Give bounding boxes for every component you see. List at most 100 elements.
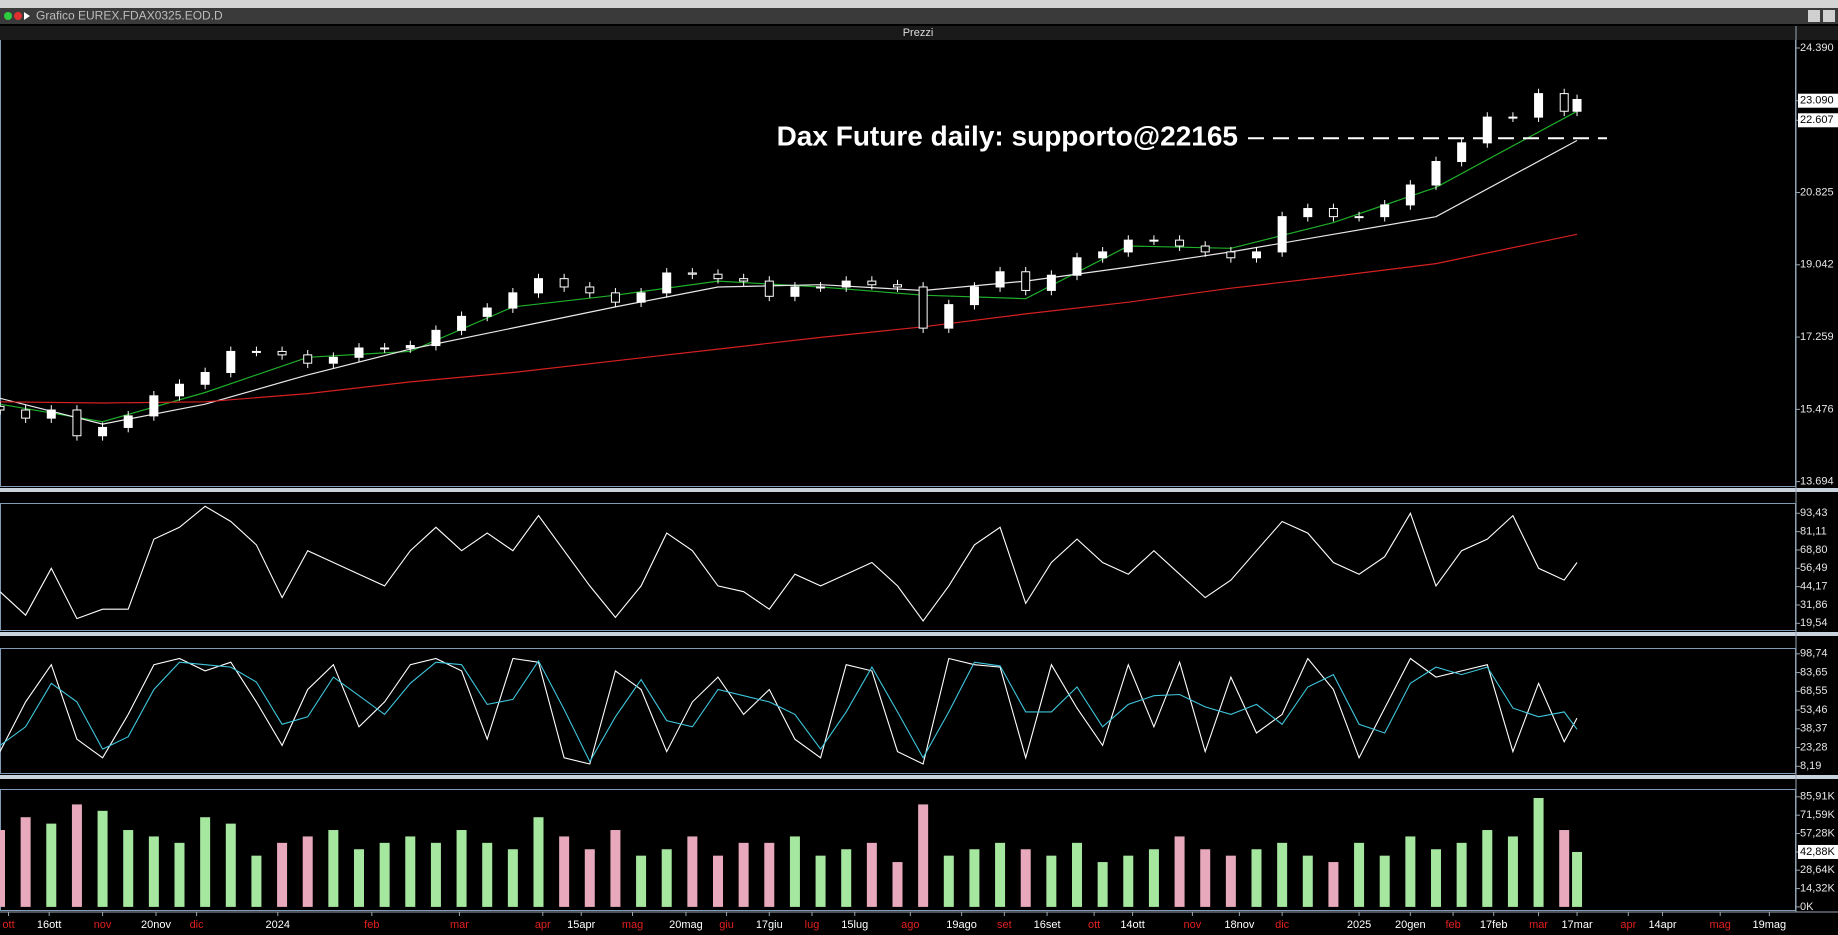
- x-tick-label: 17mar: [1561, 919, 1593, 931]
- volume-bar: [430, 842, 441, 907]
- candle-body: [1072, 257, 1082, 276]
- volume-bar: [1046, 855, 1057, 907]
- volume-bar: [46, 823, 57, 907]
- minimize-button[interactable]: [1808, 10, 1820, 22]
- x-tick-label: 19mag: [1753, 919, 1787, 931]
- x-tick-label: dic: [190, 919, 205, 931]
- y-tick-label: 17.259: [1800, 331, 1834, 343]
- volume-bar: [1559, 830, 1570, 907]
- x-tick-label: ott: [2, 919, 14, 931]
- candle-body: [739, 278, 749, 282]
- candle-body: [0, 405, 5, 411]
- x-tick-label: 18nov: [1224, 919, 1254, 931]
- volume-bar: [1379, 855, 1390, 907]
- volume-bar: [943, 855, 954, 907]
- x-tick-label: 14apr: [1648, 919, 1676, 931]
- candle-body: [1123, 239, 1133, 253]
- candle-body: [764, 280, 774, 297]
- oscillator-line: [0, 659, 1578, 763]
- status-icon: [4, 12, 12, 20]
- volume-bar: [1020, 849, 1031, 907]
- candle-body: [1226, 251, 1236, 259]
- y-tick-label: 19,54: [1800, 617, 1828, 629]
- y-tick-label: 93,43: [1800, 507, 1828, 519]
- price-marker: [1798, 93, 1838, 108]
- x-tick-label: apr: [535, 919, 551, 931]
- volume-bar: [661, 849, 672, 907]
- y-tick-label: 56,49: [1800, 562, 1828, 574]
- x-tick-label: mar: [1529, 919, 1548, 931]
- y-tick-label: 68,80: [1800, 544, 1828, 556]
- volume-bar: [1482, 830, 1493, 907]
- candle-body: [534, 278, 543, 294]
- price-marker: [1798, 113, 1838, 128]
- y-tick-label: 19.042: [1800, 259, 1834, 271]
- volume-bar: [482, 842, 493, 907]
- candle-body: [1175, 239, 1185, 247]
- volume-bar: [1456, 842, 1467, 907]
- volume-bar: [533, 817, 544, 907]
- candle-body: [790, 286, 800, 297]
- candle-body: [508, 292, 518, 309]
- candle-body: [123, 415, 133, 428]
- volume-bar: [405, 836, 416, 907]
- x-tick-label: nov: [94, 919, 112, 931]
- x-tick-label: 2025: [1347, 919, 1371, 931]
- candle-body: [1252, 251, 1261, 259]
- y-tick-label: 38,37: [1800, 723, 1828, 735]
- panel-separator[interactable]: [0, 632, 1838, 636]
- volume-bar: [918, 804, 929, 907]
- x-tick-label: dic: [1275, 919, 1290, 931]
- x-tick-label: 19ago: [946, 919, 977, 931]
- candle-body: [816, 286, 826, 289]
- panel-separator[interactable]: [0, 775, 1838, 779]
- volume-bar: [584, 849, 595, 907]
- candle-body: [893, 284, 902, 288]
- volume-bar: [815, 855, 826, 907]
- candle-body: [1534, 93, 1544, 118]
- candle-body: [303, 354, 313, 364]
- y-tick-label: 71,59K: [1800, 809, 1836, 821]
- volume-bar: [1533, 798, 1544, 907]
- panel-header: [0, 26, 1838, 40]
- close-button[interactable]: [1823, 10, 1835, 22]
- volume-bar: [866, 842, 877, 907]
- x-tick-label: apr: [1620, 919, 1636, 931]
- volume-bar: [1072, 842, 1082, 907]
- volume-bar: [1097, 862, 1108, 907]
- volume-bar: [1123, 855, 1134, 907]
- x-tick-label: mag: [1710, 919, 1731, 931]
- volume-bar: [20, 817, 31, 907]
- volume-bar: [1277, 842, 1288, 907]
- candle-body: [1572, 98, 1582, 112]
- y-tick-label: 81,11: [1800, 526, 1827, 538]
- volume-bar: [302, 836, 313, 907]
- candle-body: [687, 272, 697, 275]
- candle-body: [98, 426, 108, 437]
- x-tick-label: ott: [1088, 919, 1100, 931]
- volume-bar: [1148, 849, 1159, 907]
- y-tick-label: 44,17: [1800, 581, 1828, 593]
- candle-body: [1046, 274, 1056, 291]
- panel-title: Prezzi: [903, 27, 934, 39]
- candle-body: [944, 304, 954, 329]
- candle-body: [21, 409, 31, 419]
- y-tick-label: 68,55: [1800, 685, 1828, 697]
- candle-body: [662, 272, 672, 294]
- volume-bar: [1251, 849, 1262, 907]
- candle-body: [867, 280, 877, 286]
- volume-bar: [1431, 849, 1441, 907]
- volume-bar: [379, 842, 390, 907]
- candle-body: [1098, 251, 1108, 259]
- volume-bar: [789, 836, 800, 907]
- y-tick-label: 15.476: [1800, 403, 1834, 415]
- menu-icon[interactable]: [24, 12, 30, 20]
- volume-bar: [148, 836, 159, 907]
- volume-bar: [1572, 851, 1583, 907]
- candle-body: [1149, 239, 1159, 242]
- y-tick-label: 23.090: [1800, 95, 1834, 107]
- panel-separator[interactable]: [0, 488, 1838, 492]
- y-tick-label: 42,88K: [1800, 846, 1836, 858]
- candle-body: [457, 315, 467, 331]
